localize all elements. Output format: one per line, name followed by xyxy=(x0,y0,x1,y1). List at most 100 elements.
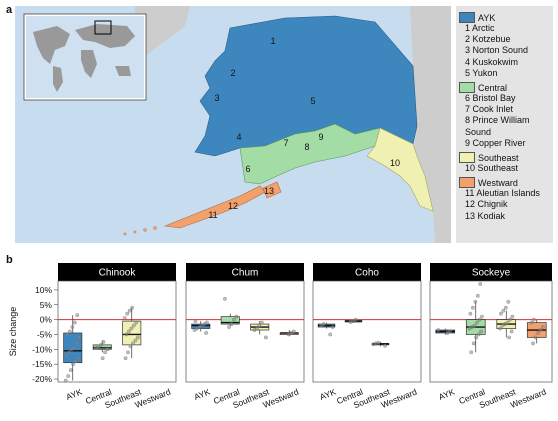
box-southeast xyxy=(371,340,390,348)
data-point xyxy=(223,296,227,301)
data-point xyxy=(76,356,80,361)
data-point xyxy=(64,353,69,358)
box-southeast xyxy=(496,299,517,340)
data-point xyxy=(474,335,479,340)
size-change-boxplot: Size change 10% 5% 0% -5% -10% -15% -20% Chinook… xyxy=(8,263,553,410)
data-point xyxy=(127,308,132,313)
y-tick-label: -15% xyxy=(32,359,52,369)
x-tick-label: AYK xyxy=(65,386,84,402)
data-point xyxy=(507,335,511,340)
x-tick-label: Westward xyxy=(509,386,548,409)
map-region-label: 3 xyxy=(214,93,219,103)
y-tick-label: -10% xyxy=(32,344,52,354)
data-point xyxy=(131,323,136,328)
data-point xyxy=(73,359,78,364)
facet-header xyxy=(186,263,304,281)
y-tick-label: -5% xyxy=(37,329,53,339)
data-point xyxy=(65,332,70,337)
data-point xyxy=(63,378,68,383)
box-central xyxy=(220,296,240,329)
map-region-southeast xyxy=(366,127,434,212)
data-point xyxy=(436,328,441,332)
data-point xyxy=(68,329,72,334)
data-point xyxy=(105,347,110,352)
facet-panel xyxy=(312,280,422,383)
map-canada-land xyxy=(410,6,451,243)
legend-swatch xyxy=(459,12,475,23)
map-region-label: 7 xyxy=(283,138,288,148)
legend-group-name: Westward xyxy=(478,177,518,188)
data-point xyxy=(122,316,127,320)
data-point xyxy=(234,314,239,319)
legend-group-name: AYK xyxy=(478,12,496,23)
map-region-label: 10 xyxy=(390,158,400,168)
legend-group-ayk: AYK xyxy=(459,12,550,23)
y-tick-label: -20% xyxy=(32,374,52,384)
data-point xyxy=(532,317,536,322)
box-westward xyxy=(526,317,547,346)
data-point xyxy=(127,329,131,334)
data-point xyxy=(204,331,208,335)
data-point xyxy=(264,335,268,340)
data-point xyxy=(125,311,130,316)
data-point xyxy=(136,335,140,340)
data-point xyxy=(480,314,484,319)
data-point xyxy=(469,350,474,355)
data-point xyxy=(232,317,236,322)
facet-panel xyxy=(185,280,305,383)
legend-item: 7 Cook Inlet xyxy=(465,104,514,115)
data-point xyxy=(291,329,296,334)
data-point xyxy=(193,319,198,323)
map-region-label: 5 xyxy=(310,96,315,106)
data-point xyxy=(473,299,478,304)
data-point xyxy=(328,332,333,337)
data-point xyxy=(475,320,479,325)
data-point xyxy=(67,350,71,355)
facet-title: Chum xyxy=(232,268,259,279)
facet-header xyxy=(58,263,176,281)
data-point xyxy=(376,340,381,345)
box-ayk xyxy=(191,319,211,335)
facet-header xyxy=(430,263,552,281)
data-point xyxy=(477,317,482,322)
data-point xyxy=(259,320,264,325)
box-ayk xyxy=(317,322,336,337)
y-tick-label: 0% xyxy=(40,315,53,325)
data-point xyxy=(68,368,73,372)
data-point xyxy=(77,335,81,340)
data-point xyxy=(472,323,477,328)
data-point xyxy=(505,320,510,325)
data-point xyxy=(321,322,326,326)
data-point xyxy=(471,305,475,310)
data-point xyxy=(72,320,77,325)
data-point xyxy=(100,356,105,361)
legend-swatch xyxy=(459,152,475,164)
data-point xyxy=(205,320,209,325)
box-southeast xyxy=(250,320,270,340)
map-region-label: 6 xyxy=(245,164,250,174)
map-region-label: 11 xyxy=(208,210,217,220)
legend-item: 11 Aleutian Islands xyxy=(465,188,540,199)
map-region-label: 2 xyxy=(230,68,235,78)
legend-item: 10 Southeast xyxy=(465,163,519,174)
data-point xyxy=(99,343,103,347)
data-point xyxy=(70,325,75,329)
legend-item: 12 Chignik xyxy=(465,199,508,210)
facet-title: Chinook xyxy=(99,268,137,279)
data-point xyxy=(503,305,508,310)
data-point xyxy=(499,311,503,316)
data-point xyxy=(508,317,512,322)
data-point xyxy=(257,323,262,328)
legend-item: 5 Yukon xyxy=(465,67,498,78)
legend-item: 6 Bristol Bay xyxy=(465,93,516,104)
legend-item: 3 Norton Sound xyxy=(465,45,529,56)
legend-group-central: Central xyxy=(459,82,550,94)
legend-item: 8 Prince William xyxy=(465,115,530,126)
data-point xyxy=(134,320,139,325)
legend-item: 1 Arctic xyxy=(465,23,495,33)
data-point xyxy=(71,362,76,367)
data-point xyxy=(124,332,129,337)
data-point xyxy=(510,314,515,319)
x-tick-label: AYK xyxy=(318,386,337,402)
